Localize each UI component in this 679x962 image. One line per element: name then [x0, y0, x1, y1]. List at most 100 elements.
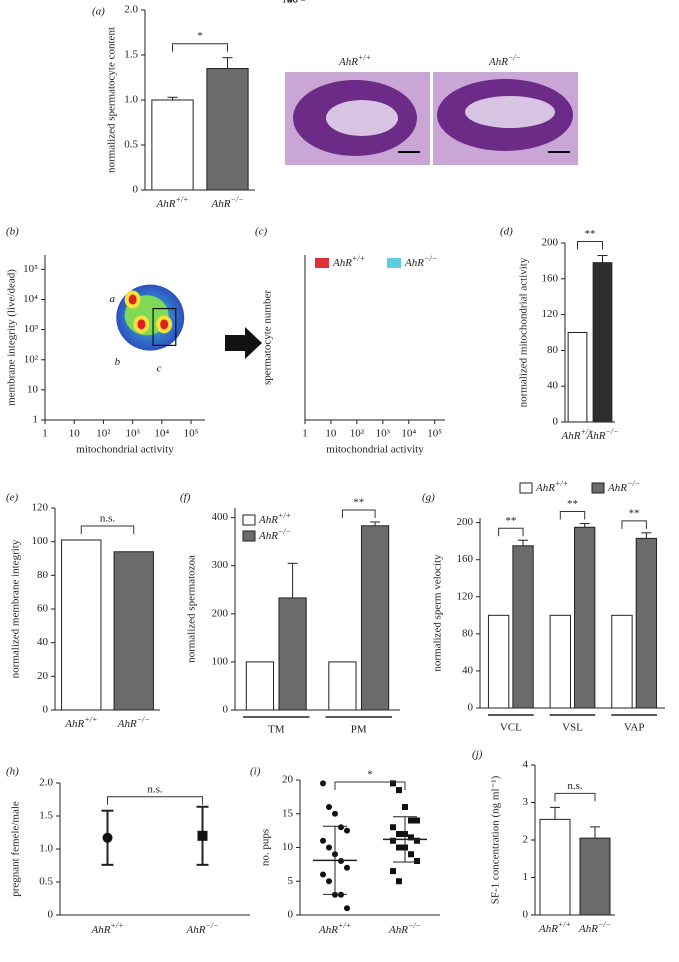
- panel-label: (g): [422, 492, 435, 504]
- y-tick-label: 120: [457, 590, 474, 602]
- genotype: −/−: [408, 921, 421, 930]
- gene-name: AhR: [578, 923, 598, 935]
- density-peak: [137, 319, 146, 330]
- point: [414, 837, 420, 844]
- point: [408, 834, 414, 841]
- bar: [611, 614, 633, 709]
- y-tick-label: 0.5: [124, 139, 138, 151]
- significance-label: n.s.: [147, 783, 163, 795]
- point: [344, 864, 350, 871]
- y-tick-label: 0: [288, 909, 294, 921]
- point: [326, 804, 332, 810]
- genotype: +/+: [338, 921, 351, 930]
- gene-name: AhR: [607, 482, 627, 494]
- genotype: +/+: [358, 53, 371, 62]
- micrograph-label: AhR+/+: [338, 53, 371, 68]
- y-axis-label: normalized membrane integrity: [10, 539, 22, 678]
- genotype: +/+: [278, 511, 291, 520]
- bar: [574, 526, 596, 709]
- significance-label: *: [367, 769, 373, 781]
- point: [197, 830, 208, 841]
- bar: [635, 537, 658, 709]
- y-tick-label: 10³: [24, 323, 39, 335]
- genotype: −/−: [278, 527, 291, 536]
- genotype: −/−: [605, 427, 618, 436]
- panel-label: (a): [92, 6, 105, 18]
- y-tick-label: 2.0: [39, 777, 53, 789]
- legend-label: AhR−/−: [404, 254, 437, 269]
- y-tick-label: 120: [32, 502, 49, 514]
- y-tick-label: 40: [287, 0, 299, 6]
- point: [326, 878, 332, 885]
- x-tick-label: VAP: [624, 722, 645, 734]
- point: [396, 844, 402, 851]
- panel-label: (f): [180, 492, 191, 504]
- genotype: −/−: [627, 479, 640, 488]
- y-tick-label: 60: [37, 603, 49, 615]
- gate-label: b: [115, 356, 121, 368]
- y-tick-label: 400: [212, 511, 229, 523]
- genotype: +/+: [84, 715, 97, 724]
- bar: [592, 262, 613, 423]
- gene-name: AhR: [91, 924, 111, 936]
- significance-bracket: [107, 796, 203, 805]
- x-tick-label: AhR+/+: [64, 715, 97, 730]
- x-tick-label: AhR−/−: [186, 921, 219, 936]
- y-tick-label: 0: [48, 909, 54, 921]
- y-tick-label: 15: [282, 807, 294, 819]
- arrow: [225, 327, 262, 359]
- x-tick-label: AhR+/+: [538, 920, 571, 935]
- significance-label: n.s.: [567, 780, 583, 792]
- genotype: −/−: [424, 254, 437, 263]
- legend-label: AhR+/+: [258, 511, 291, 526]
- x-tick-label: 10³: [125, 428, 140, 440]
- x-axis-label: mitochondrial activity: [326, 444, 424, 456]
- x-tick-label: AhR−/−: [586, 427, 619, 442]
- y-tick-label: 0: [223, 704, 229, 716]
- y-tick-label: 40: [547, 380, 559, 392]
- y-tick-label: 100: [32, 535, 49, 547]
- y-tick-label: 10²: [24, 353, 39, 365]
- legend-swatch: [519, 482, 533, 494]
- bar: [206, 68, 249, 191]
- y-tick-label: 0: [468, 702, 474, 714]
- x-tick-label: 10⁴: [154, 428, 169, 440]
- panel-label: (c): [255, 226, 268, 238]
- bar: [151, 99, 194, 191]
- gate-label: c: [157, 362, 162, 374]
- y-axis-label: membrane integrity (live/dead): [6, 269, 18, 406]
- bar: [360, 525, 390, 711]
- y-tick-label: 4: [523, 759, 529, 771]
- x-tick-label: 10⁵: [427, 428, 442, 440]
- genotype: +/+: [110, 921, 123, 930]
- x-tick-label: VSL: [562, 722, 583, 734]
- panel-label: (h): [6, 766, 19, 778]
- x-tick-label: AhR−/−: [388, 921, 421, 936]
- y-tick-label: 160: [457, 553, 474, 565]
- gate-label: a: [109, 293, 115, 305]
- y-tick-label: 100: [282, 0, 299, 6]
- bar: [113, 551, 154, 711]
- bar: [549, 614, 571, 709]
- bar: [579, 837, 611, 916]
- y-tick-label: 1.5: [39, 810, 53, 822]
- panel-label: (j): [472, 749, 483, 761]
- point: [102, 832, 113, 843]
- point: [402, 804, 408, 810]
- point: [396, 878, 402, 885]
- y-tick-label: 40: [37, 636, 49, 648]
- point: [320, 837, 326, 844]
- x-tick-label: 10: [325, 428, 337, 440]
- y-tick-label: 1: [33, 414, 39, 426]
- y-tick-label: 200: [212, 607, 229, 619]
- gene-name: AhR: [258, 514, 278, 526]
- point: [390, 780, 396, 787]
- legend-swatch: [242, 514, 256, 526]
- significance-label: **: [353, 496, 364, 508]
- genotype: +/+: [175, 195, 188, 204]
- panel-label: (i): [250, 766, 261, 778]
- gene-name: AhR: [388, 924, 408, 936]
- point: [414, 817, 420, 824]
